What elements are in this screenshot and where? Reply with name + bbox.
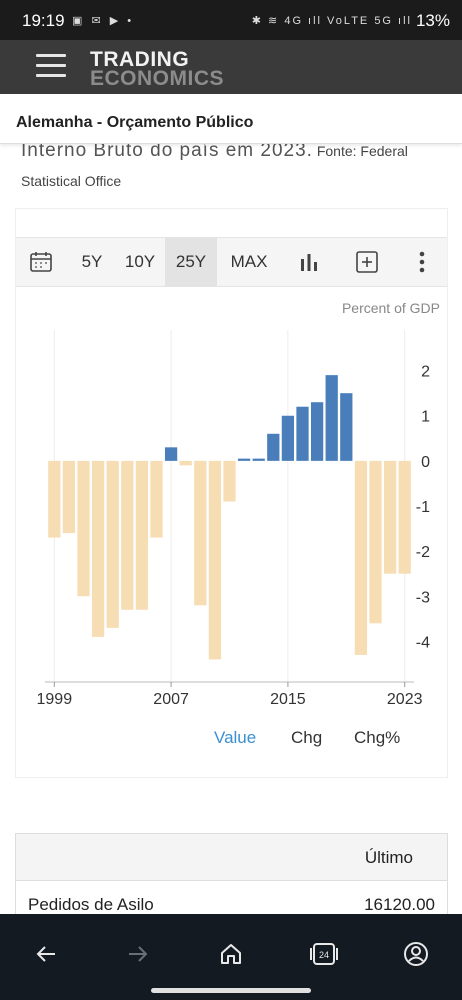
y-tick-label: -3 [416, 589, 430, 606]
range-25y-button[interactable]: 25Y [165, 238, 217, 286]
legend-chgpct-button[interactable]: Chg% [354, 728, 401, 747]
brand-logo[interactable]: TRADING ECONOMICS [90, 48, 225, 90]
account-icon[interactable] [396, 934, 436, 974]
chart-bar [121, 460, 134, 610]
chart-bar [252, 458, 265, 461]
y-tick-label: -4 [416, 634, 430, 651]
notification-icons: ▣ ✉ ▶ • [72, 15, 135, 27]
back-arrow-icon[interactable] [26, 934, 66, 974]
description-source: Fonte: Federal [316, 143, 408, 159]
range-5y-button[interactable]: 5Y [81, 252, 103, 271]
chart-unit-label: Percent of GDP [341, 300, 440, 316]
x-tick-label: 1999 [37, 691, 73, 708]
x-tick-label: 2023 [387, 691, 423, 708]
page-header: Alemanha - Orçamento Público [0, 94, 462, 144]
chart-type-icon[interactable] [294, 238, 324, 286]
hamburger-menu-icon[interactable] [36, 54, 66, 78]
chart-bar [135, 460, 149, 610]
table-header: Último [16, 834, 447, 881]
description-source-name: Statistical Office [21, 173, 122, 189]
calendar-icon[interactable] [26, 238, 56, 286]
compare-add-icon[interactable] [350, 238, 384, 286]
more-options-icon[interactable] [410, 238, 434, 286]
browser-navbar: 24 [0, 914, 462, 1000]
chart-bar [223, 460, 236, 502]
chart-bar [164, 447, 178, 461]
table-row-label[interactable]: Pedidos de Asilo [28, 895, 154, 914]
y-tick-label: -1 [416, 499, 430, 516]
page-title: Alemanha - Orçamento Público [16, 114, 254, 131]
chart-bar [340, 393, 353, 461]
chart-bar [150, 460, 163, 538]
chart-bar [267, 433, 280, 461]
x-tick-label: 2015 [270, 691, 306, 708]
forward-arrow-icon[interactable] [118, 934, 158, 974]
indicator-table: Último Pedidos de Asilo 16120.00 [15, 833, 448, 923]
bar-chart: 2 1 0 -1 -2 -3 -4 1999 2007 2015 2023 [37, 330, 430, 708]
logo-line2: ECONOMICS [90, 67, 225, 90]
y-tick-label: -2 [416, 544, 430, 561]
chart-bar [91, 460, 105, 637]
table-row-value: 16120.00 [364, 895, 435, 914]
status-bar: 19:19 ▣ ✉ ▶ • ✱ ≋ 4G ıll VoLTE 5G ıll 13… [0, 0, 462, 40]
legend-value-button[interactable]: Value [214, 728, 257, 747]
page-description: Interno Bruto do país em 2023. Fonte: Fe… [21, 136, 446, 196]
description-text: Interno Bruto do país em 2023. [21, 140, 313, 161]
chart-bar [310, 402, 324, 461]
home-icon[interactable] [211, 934, 251, 974]
range-10y-button[interactable]: 10Y [124, 252, 156, 271]
signal-icons: ✱ ≋ 4G ıll VoLTE 5G ıll [251, 15, 412, 27]
table-header-last: Último [364, 848, 413, 867]
home-gesture-bar[interactable] [151, 988, 311, 993]
tabs-icon[interactable]: 24 [304, 934, 344, 974]
chart-bar [281, 415, 295, 461]
range-max-button[interactable]: MAX [230, 252, 268, 271]
chart-bar [237, 458, 251, 461]
chart-bar [354, 460, 368, 655]
legend-chg-button[interactable]: Chg [291, 728, 323, 747]
chart-bar [398, 460, 411, 574]
svg-text:24: 24 [319, 950, 329, 960]
chart-bar [369, 460, 382, 624]
chart-bar [77, 460, 90, 597]
chart-toolbar: 5Y 10Y 25Y MAX [16, 237, 447, 287]
chart-bar [179, 460, 192, 466]
chart-bar [383, 460, 397, 574]
battery-level: 13% [415, 11, 450, 30]
chart-bar [208, 460, 222, 660]
x-tick-label: 2007 [153, 691, 189, 708]
app-header: TRADING ECONOMICS [0, 40, 462, 94]
chart-bar [194, 460, 207, 606]
chart-bar [296, 406, 309, 461]
logo-line1: TRADING [90, 48, 190, 71]
y-tick-label: 2 [421, 364, 430, 381]
chart-bar [62, 460, 76, 534]
chart-bar [106, 460, 119, 628]
chart-container [15, 208, 448, 778]
status-time: 19:19 [22, 11, 65, 30]
y-tick-label: 1 [421, 409, 430, 426]
y-tick-label: 0 [421, 454, 430, 471]
chart-bar [325, 375, 338, 461]
chart-bar [48, 460, 61, 538]
